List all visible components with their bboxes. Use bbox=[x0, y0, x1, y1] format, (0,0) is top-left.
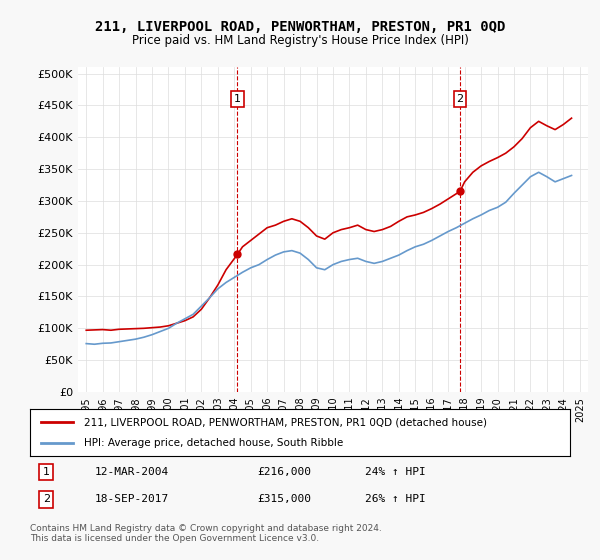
Text: £315,000: £315,000 bbox=[257, 494, 311, 504]
Text: 18-SEP-2017: 18-SEP-2017 bbox=[95, 494, 169, 504]
Text: Contains HM Land Registry data © Crown copyright and database right 2024.
This d: Contains HM Land Registry data © Crown c… bbox=[30, 524, 382, 543]
Text: 12-MAR-2004: 12-MAR-2004 bbox=[95, 467, 169, 477]
Text: 211, LIVERPOOL ROAD, PENWORTHAM, PRESTON, PR1 0QD: 211, LIVERPOOL ROAD, PENWORTHAM, PRESTON… bbox=[95, 20, 505, 34]
Text: HPI: Average price, detached house, South Ribble: HPI: Average price, detached house, Sout… bbox=[84, 438, 343, 448]
Text: 211, LIVERPOOL ROAD, PENWORTHAM, PRESTON, PR1 0QD (detached house): 211, LIVERPOOL ROAD, PENWORTHAM, PRESTON… bbox=[84, 417, 487, 427]
Text: 24% ↑ HPI: 24% ↑ HPI bbox=[365, 467, 425, 477]
Text: 2: 2 bbox=[43, 494, 50, 504]
Text: 2: 2 bbox=[457, 94, 464, 104]
Text: 26% ↑ HPI: 26% ↑ HPI bbox=[365, 494, 425, 504]
Text: 1: 1 bbox=[234, 94, 241, 104]
Text: Price paid vs. HM Land Registry's House Price Index (HPI): Price paid vs. HM Land Registry's House … bbox=[131, 34, 469, 46]
Text: £216,000: £216,000 bbox=[257, 467, 311, 477]
Text: 1: 1 bbox=[43, 467, 50, 477]
